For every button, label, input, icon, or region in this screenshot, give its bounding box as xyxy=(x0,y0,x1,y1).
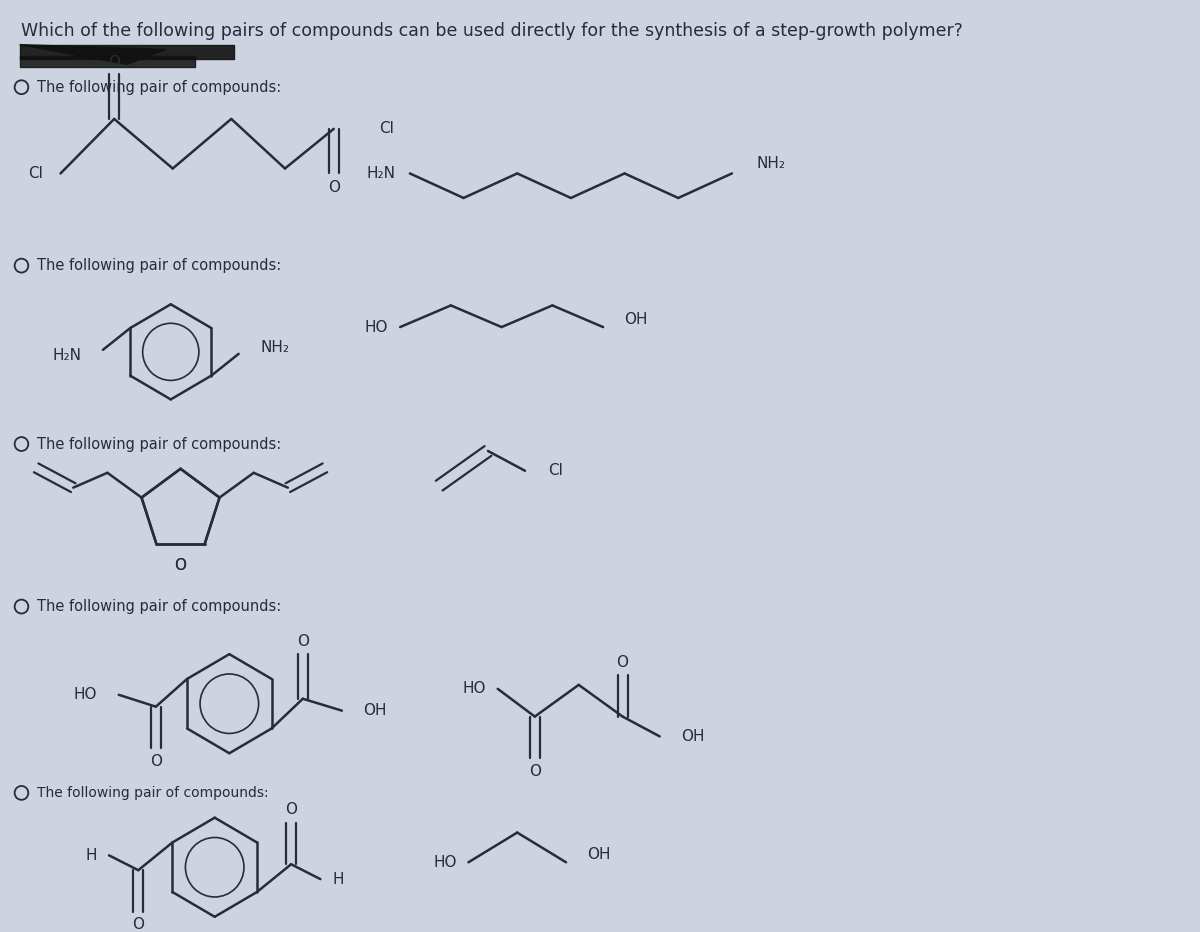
Text: OH: OH xyxy=(364,703,386,719)
Text: The following pair of compounds:: The following pair of compounds: xyxy=(37,436,281,451)
Text: The following pair of compounds:: The following pair of compounds: xyxy=(37,80,281,95)
Text: O: O xyxy=(296,634,308,649)
Text: O: O xyxy=(150,754,162,769)
Text: OH: OH xyxy=(682,729,704,744)
Text: HO: HO xyxy=(73,687,97,703)
Text: Which of the following pairs of compounds can be used directly for the synthesis: Which of the following pairs of compound… xyxy=(22,21,964,40)
Text: NH₂: NH₂ xyxy=(756,156,785,171)
Text: O: O xyxy=(286,802,298,817)
Text: HO: HO xyxy=(462,681,486,696)
Text: The following pair of compounds:: The following pair of compounds: xyxy=(37,599,281,614)
Text: O: O xyxy=(617,654,629,669)
Text: H: H xyxy=(85,848,97,863)
Polygon shape xyxy=(19,45,166,64)
Text: H₂N: H₂N xyxy=(53,349,82,363)
Text: OH: OH xyxy=(588,847,611,862)
Text: Cl: Cl xyxy=(379,121,395,136)
Text: H₂N: H₂N xyxy=(366,166,395,181)
Text: The following pair of compounds:: The following pair of compounds: xyxy=(37,258,281,273)
Text: NH₂: NH₂ xyxy=(260,340,289,355)
Text: HO: HO xyxy=(365,320,389,335)
Text: OH: OH xyxy=(624,311,648,326)
Text: O: O xyxy=(174,558,186,573)
Text: O: O xyxy=(174,558,186,573)
Text: O: O xyxy=(328,180,340,195)
Text: O: O xyxy=(529,763,541,778)
Text: Cl: Cl xyxy=(548,463,563,478)
Text: O: O xyxy=(132,917,144,932)
Text: HO: HO xyxy=(433,855,457,870)
Text: Cl: Cl xyxy=(28,166,43,181)
Text: O: O xyxy=(108,55,120,70)
Text: H: H xyxy=(332,871,343,886)
Text: The following pair of compounds:: The following pair of compounds: xyxy=(37,786,269,800)
